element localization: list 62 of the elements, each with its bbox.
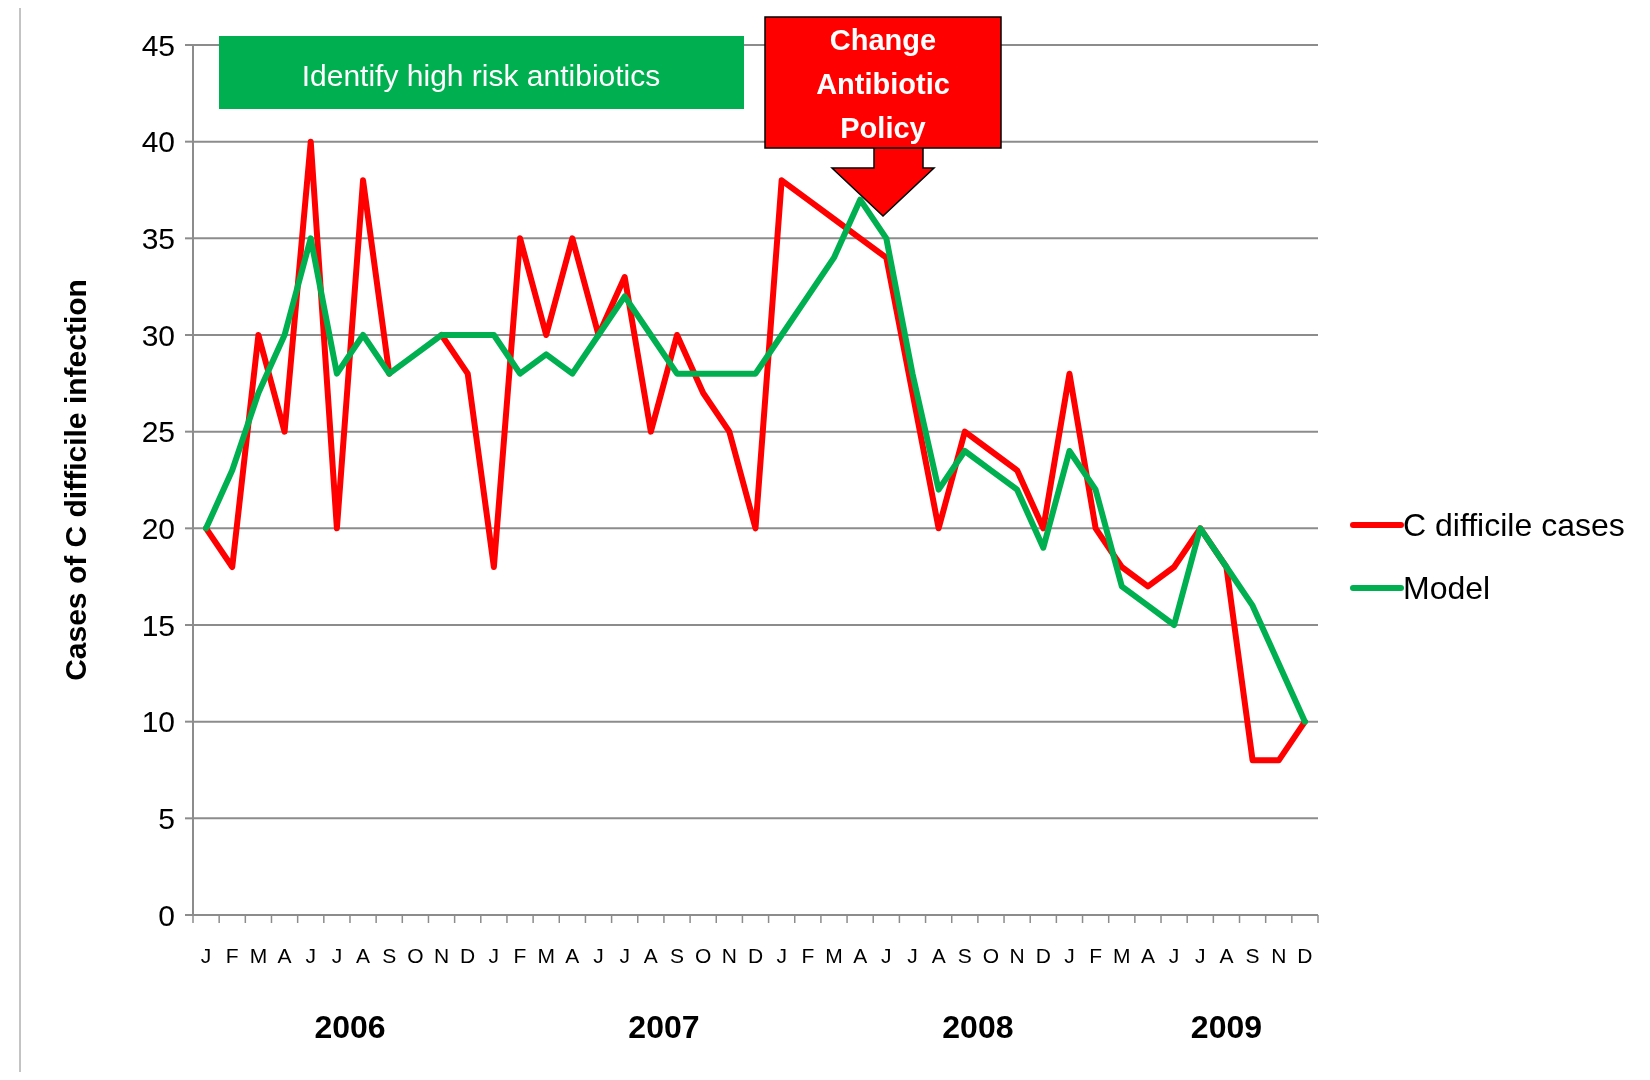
x-tick-label: N <box>1271 944 1287 967</box>
y-tick-label: 30 <box>141 318 175 352</box>
legend-label: C difficile cases <box>1403 507 1625 544</box>
x-tick-label: A <box>853 944 868 967</box>
x-tick-label: F <box>1089 944 1103 967</box>
y-tick-label: 15 <box>141 608 175 642</box>
x-tick-label: F <box>801 944 815 967</box>
text: 2007 <box>628 1009 700 1045</box>
x-tick-label: A <box>931 944 946 967</box>
text: 2008 <box>942 1009 1014 1045</box>
x-tick-label: A <box>277 944 292 967</box>
x-tick-label: A <box>1140 944 1155 967</box>
x-tick-label: S <box>670 944 685 967</box>
x-tick-label: J <box>776 944 787 967</box>
x-tick-label: D <box>1035 944 1051 967</box>
x-tick-label: O <box>982 944 1000 967</box>
x-tick-label: A <box>643 944 658 967</box>
x-tick-label: J <box>200 944 212 967</box>
text: 2009 <box>1190 1009 1263 1045</box>
x-tick-label: D <box>460 944 476 967</box>
x-tick-label: N <box>721 944 737 967</box>
x-tick-label: N <box>1009 944 1025 967</box>
x-tick-label: J <box>1195 944 1206 967</box>
x-tick-label: S <box>957 944 972 967</box>
x-tick-label: N <box>433 944 450 967</box>
x-tick-label: S <box>382 944 397 967</box>
y-tick-label: 20 <box>141 511 175 545</box>
x-tick-label: D <box>747 944 764 967</box>
y-tick-label: 40 <box>141 125 175 159</box>
x-tick-label: F <box>513 944 527 967</box>
text: 2006 <box>314 1009 386 1045</box>
x-tick-label: S <box>1245 944 1260 967</box>
y-tick-label: 10 <box>141 705 175 739</box>
x-tick-label: J <box>1064 944 1075 967</box>
x-tick-label: J <box>1168 944 1180 967</box>
x-tick-label: M <box>249 944 268 967</box>
x-tick-label: A <box>565 944 580 967</box>
x-tick-label: M <box>537 944 555 967</box>
annotation: Identify high risk antibiotics <box>301 58 661 92</box>
x-tick-label: O <box>407 944 424 967</box>
x-tick-label: J <box>619 944 630 967</box>
x-tick-label: A <box>1219 944 1234 967</box>
x-tick-label: J <box>593 944 604 967</box>
x-tick-label: J <box>305 944 316 967</box>
x-tick-label: M <box>825 944 843 967</box>
y-tick-label: 0 <box>158 898 175 932</box>
x-tick-label: J <box>907 944 918 967</box>
x-tick-label: J <box>488 944 500 967</box>
x-tick-label: F <box>225 944 239 967</box>
y-tick-label: 35 <box>141 221 175 255</box>
x-tick-label: J <box>881 944 892 967</box>
y-tick-label: 5 <box>158 801 175 835</box>
x-tick-label: A <box>356 944 371 967</box>
x-tick-label: M <box>1113 944 1131 967</box>
y-axis-title: Cases of C difficile infection <box>59 279 92 681</box>
x-tick-label: D <box>1297 944 1313 967</box>
y-tick-label: 45 <box>141 28 175 62</box>
y-tick-label: 25 <box>141 415 175 449</box>
x-tick-label: J <box>331 944 343 967</box>
legend-label: Model <box>1403 570 1491 607</box>
annotation: Change Antibiotic Policy <box>816 24 950 145</box>
x-tick-label: O <box>695 944 712 967</box>
